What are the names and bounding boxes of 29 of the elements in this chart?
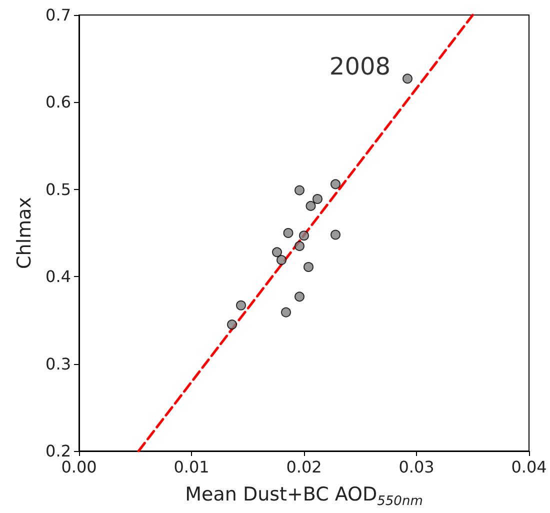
y-tick-label: 0.3 [46, 354, 71, 374]
point [299, 230, 309, 241]
point [306, 200, 316, 211]
y-tick-label: 0.6 [46, 92, 71, 112]
point [312, 194, 322, 204]
y-tick-label: 0.4 [46, 267, 71, 286]
x-tick-label: 0.03 [398, 458, 434, 476]
point [330, 179, 340, 190]
point [227, 320, 237, 330]
annotation: 2008 [329, 52, 390, 81]
y-tick-label: 0.2 [46, 442, 71, 460]
point [294, 185, 304, 196]
point [304, 262, 314, 272]
y-axis-title: Chlmax [14, 197, 36, 269]
x-tick-label: 0.00 [61, 458, 97, 476]
point [276, 255, 286, 266]
point [330, 230, 340, 240]
point [294, 292, 304, 302]
point [272, 247, 282, 258]
x-tick-label: 0.01 [174, 458, 210, 476]
y-tick-label: 0.7 [46, 6, 71, 24]
point [402, 74, 412, 84]
point [236, 300, 246, 310]
point [281, 307, 291, 318]
point [294, 241, 304, 252]
x-tick-label: 0.02 [286, 458, 322, 476]
y-tick-label: 0.5 [46, 180, 71, 199]
x-tick-label: 0.04 [511, 458, 547, 476]
point [283, 228, 294, 238]
